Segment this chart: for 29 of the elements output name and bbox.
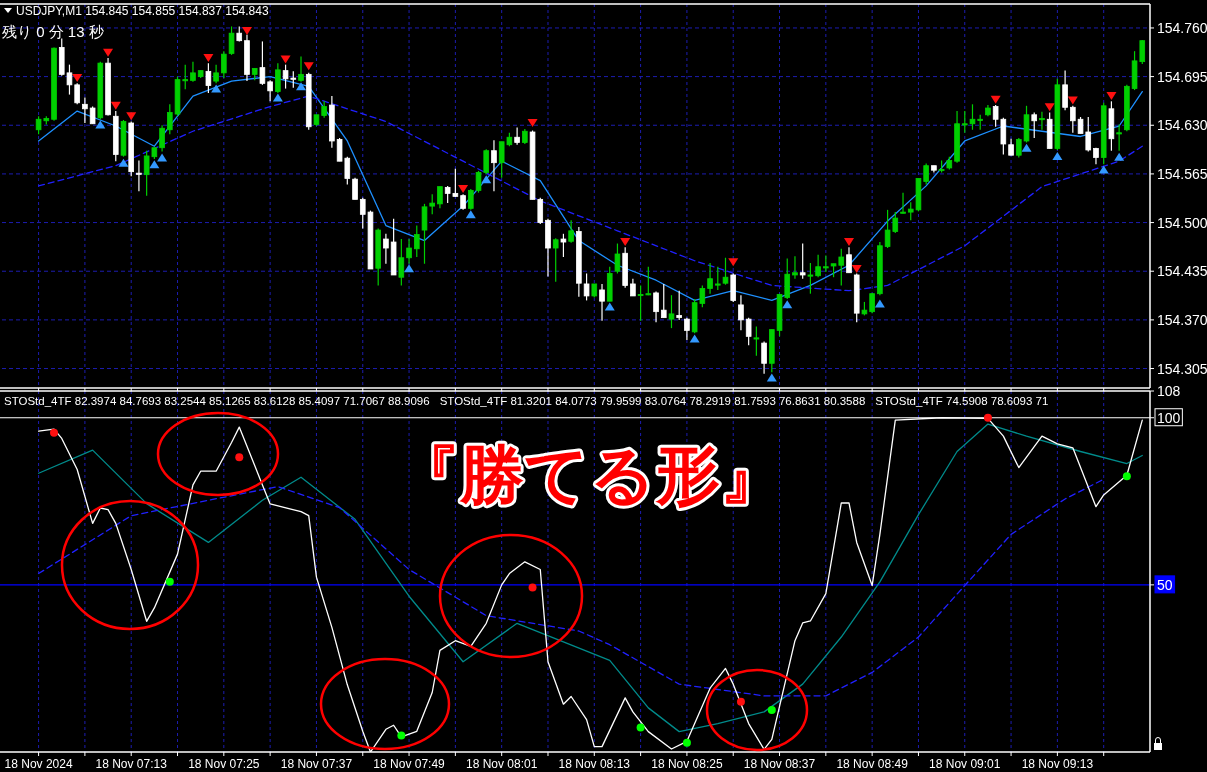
y-tick-label: 108 bbox=[1157, 383, 1181, 399]
x-tick-label: 18 Nov 08:13 bbox=[558, 757, 631, 771]
x-tick-label: 18 Nov 07:49 bbox=[373, 757, 446, 771]
x-tick-label: 18 Nov 07:13 bbox=[95, 757, 168, 771]
x-tick-label: 18 Nov 09:13 bbox=[1021, 757, 1094, 771]
y-tick-label: 154.695 bbox=[1157, 68, 1207, 85]
text: 『勝てる形』 bbox=[396, 439, 784, 511]
x-tick-label: 18 Nov 08:25 bbox=[651, 757, 723, 771]
y-tick-label: 100 bbox=[1157, 409, 1181, 426]
annotation: USDJPY,M1 154.845 154.855 154.837 154.843 bbox=[16, 4, 269, 18]
y-tick-label: 154.305 bbox=[1157, 360, 1207, 377]
x-tick-label: 18 Nov 07:25 bbox=[188, 757, 260, 771]
y-tick-label: 154.565 bbox=[1157, 165, 1207, 182]
annotation: STOStd_4TF 81.3201 84.0773 79.9599 83.0764 78.2919 81.7593 76.8631 80.3588 bbox=[439, 395, 866, 407]
y-tick-label: 50 bbox=[1157, 576, 1173, 593]
y-tick-label: 154.630 bbox=[1157, 117, 1207, 134]
y-tick-label: 154.370 bbox=[1157, 311, 1207, 328]
annotation: 残り 0 分 13 秒 bbox=[2, 23, 104, 40]
x-tick-label: 18 Nov 07:37 bbox=[280, 757, 353, 771]
y-tick-label: 154.435 bbox=[1157, 263, 1207, 280]
x-tick-label: 18 Nov 08:37 bbox=[743, 757, 816, 771]
x-tick-label: 18 Nov 08:01 bbox=[465, 757, 538, 771]
x-tick-label: 18 Nov 08:49 bbox=[836, 757, 909, 771]
annotation: STOStd_4TF 82.3974 84.7693 83.2544 85.1265 83.6128 85.4097 71.7067 88.9096 bbox=[4, 395, 430, 407]
x-tick-label: 18 Nov 09:01 bbox=[929, 757, 1001, 771]
y-tick-label: 154.500 bbox=[1157, 214, 1207, 231]
x-tick-label: 18 Nov 2024 bbox=[4, 757, 73, 771]
annotation: STOStd_4TF 74.5908 78.6093 71 bbox=[875, 395, 1049, 407]
y-tick-label: 154.760 bbox=[1157, 19, 1207, 36]
